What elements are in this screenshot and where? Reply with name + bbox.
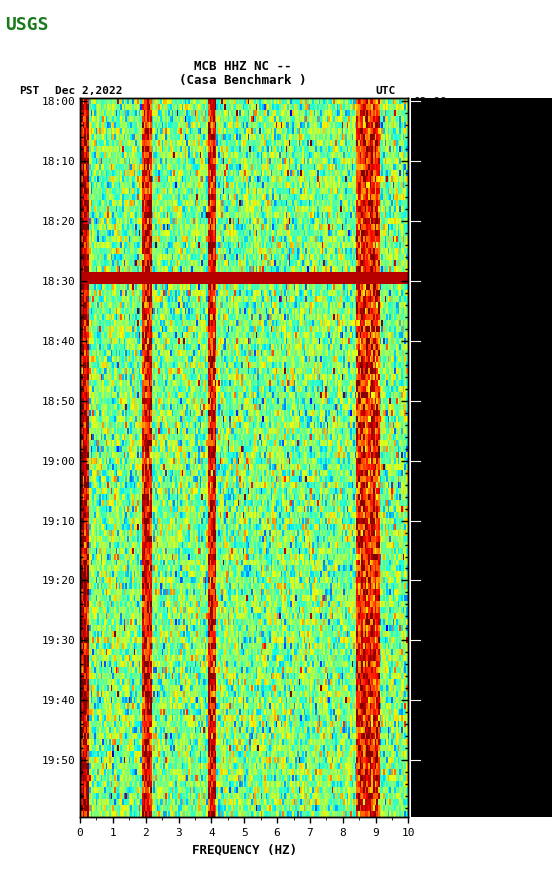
- Text: UTC: UTC: [375, 86, 396, 96]
- Text: PST: PST: [19, 86, 40, 96]
- Text: (Casa Benchmark ): (Casa Benchmark ): [179, 74, 306, 87]
- Text: Dec 2,2022: Dec 2,2022: [55, 86, 123, 96]
- Text: MCB HHZ NC --: MCB HHZ NC --: [194, 61, 291, 73]
- Text: USGS: USGS: [6, 16, 49, 34]
- X-axis label: FREQUENCY (HZ): FREQUENCY (HZ): [192, 843, 297, 856]
